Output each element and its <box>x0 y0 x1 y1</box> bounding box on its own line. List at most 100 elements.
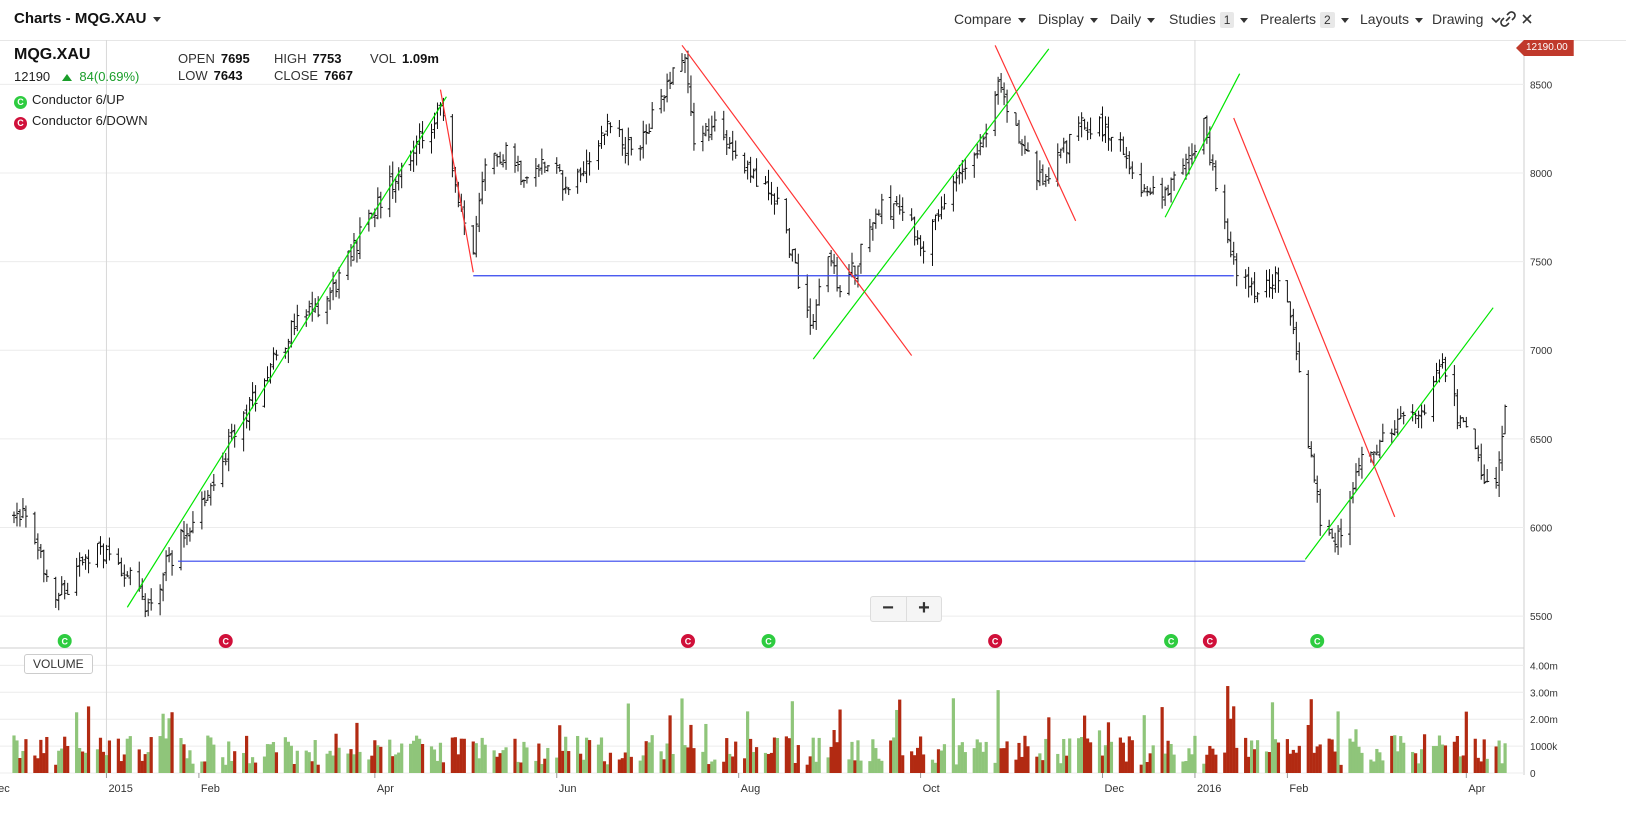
volume-bar <box>1485 758 1489 773</box>
conductor-down-signal <box>218 634 233 648</box>
chart-title-menu[interactable]: Charts - MQG.XAU <box>14 10 161 27</box>
x-tick-label: ec <box>0 783 10 795</box>
compare-menu[interactable]: Compare <box>954 11 1026 27</box>
volume-bar <box>495 756 499 773</box>
conductor-down-signal <box>1202 634 1217 648</box>
volume-bar <box>829 746 833 773</box>
trend-line-down <box>994 45 1077 222</box>
volume-bar <box>1085 738 1090 773</box>
volume-bar <box>394 754 398 773</box>
volume-bar <box>1151 745 1155 773</box>
volume-bar <box>1348 738 1352 773</box>
prealerts-count-badge: 2 <box>1320 12 1335 28</box>
volume-bar <box>856 740 860 773</box>
volume-bar <box>1443 745 1448 773</box>
volume-tick-label: 3.00m <box>1530 688 1558 699</box>
volume-bar <box>546 747 550 773</box>
volume-bar <box>1360 752 1364 773</box>
volume-bar <box>1223 752 1227 773</box>
prealerts-menu[interactable]: Prealerts 2 <box>1260 11 1349 28</box>
volume-bar <box>492 750 496 773</box>
volume-bar <box>680 698 684 773</box>
volume-bar <box>253 762 258 773</box>
studies-menu[interactable]: Studies 1 <box>1169 11 1249 28</box>
prealerts-label: Prealerts <box>1260 11 1317 27</box>
volume-bar <box>1214 754 1218 773</box>
volume-bar <box>576 735 580 773</box>
zoom-in-button[interactable]: + <box>906 597 941 621</box>
volume-bar <box>116 738 120 773</box>
study-conductor-up[interactable]: C Conductor 6/UP <box>14 92 125 109</box>
conductor-up-signal <box>57 634 72 648</box>
ohlc-value: 7753 <box>312 51 342 66</box>
volume-bar <box>701 751 705 773</box>
conductor-signal-label: C <box>1168 637 1175 647</box>
volume-bar <box>367 759 371 773</box>
conductor-signal-label: C <box>1314 637 1321 647</box>
volume-bar <box>1208 745 1212 773</box>
volume-bar <box>1041 760 1045 773</box>
volume-bar <box>107 740 112 773</box>
volume-bar <box>185 758 189 773</box>
volume-bar <box>1190 754 1194 773</box>
volume-bar <box>784 736 788 773</box>
price-tick-label: 7000 <box>1530 346 1553 357</box>
volume-bar <box>877 758 881 773</box>
volume-bar <box>686 747 690 773</box>
volume-bar <box>1250 740 1254 773</box>
volume-bar <box>722 761 726 773</box>
volume-bar <box>561 750 565 773</box>
volume-bar <box>289 745 293 773</box>
volume-bar <box>429 746 434 773</box>
volume-bar <box>579 753 583 773</box>
toolbar: Charts - MQG.XAU Compare Display Daily S… <box>0 0 1626 41</box>
volume-bar <box>1127 736 1131 773</box>
period-menu[interactable]: Daily <box>1110 11 1156 27</box>
volume-bar <box>1148 753 1152 773</box>
volume-bar <box>1417 763 1421 773</box>
volume-bar <box>1202 763 1206 773</box>
volume-bar <box>57 750 61 773</box>
volume-bar <box>95 749 100 773</box>
drawing-menu[interactable]: Drawing <box>1432 11 1501 27</box>
volume-bar <box>731 756 735 773</box>
conductor-signal-label: C <box>685 637 692 647</box>
volume-bar <box>1339 764 1343 773</box>
volume-bar <box>889 740 893 773</box>
volume-bar <box>790 701 794 773</box>
close-icon[interactable] <box>1521 13 1533 25</box>
volume-bar <box>1375 748 1379 773</box>
volume-bar <box>310 761 314 773</box>
zoom-out-button[interactable]: − <box>882 597 894 619</box>
volume-bar <box>188 750 192 773</box>
volume-bar <box>1264 751 1269 773</box>
volume-bar <box>939 750 944 773</box>
volume-bar <box>519 762 523 773</box>
volume-bar <box>140 760 144 773</box>
last-price-tag: 12190.00 <box>1516 40 1574 56</box>
volume-bar <box>104 755 109 773</box>
trend-line-up <box>1164 73 1241 218</box>
chevron-down-icon <box>1147 17 1156 23</box>
layouts-menu[interactable]: Layouts <box>1360 11 1424 27</box>
volume-bar <box>501 750 505 773</box>
volume-bar <box>668 715 672 773</box>
volume-bar <box>689 724 693 773</box>
volume-bar <box>960 742 964 773</box>
volume-bar <box>1396 751 1400 773</box>
volume-bar <box>268 744 273 773</box>
volume-pane-label[interactable]: VOLUME <box>24 654 93 674</box>
volume-bar <box>1106 722 1111 773</box>
volume-bar <box>1020 756 1024 773</box>
volume-bar <box>1062 738 1066 773</box>
volume-bar <box>814 761 818 773</box>
volume-bar <box>480 737 484 773</box>
volume-bar <box>283 737 287 773</box>
chevron-down-icon <box>1415 17 1424 23</box>
volume-bar <box>522 741 526 773</box>
display-menu[interactable]: Display <box>1038 11 1098 27</box>
study-conductor-down[interactable]: C Conductor 6/DOWN <box>14 113 148 130</box>
link-icon[interactable] <box>1500 11 1516 27</box>
volume-bar <box>370 755 374 773</box>
